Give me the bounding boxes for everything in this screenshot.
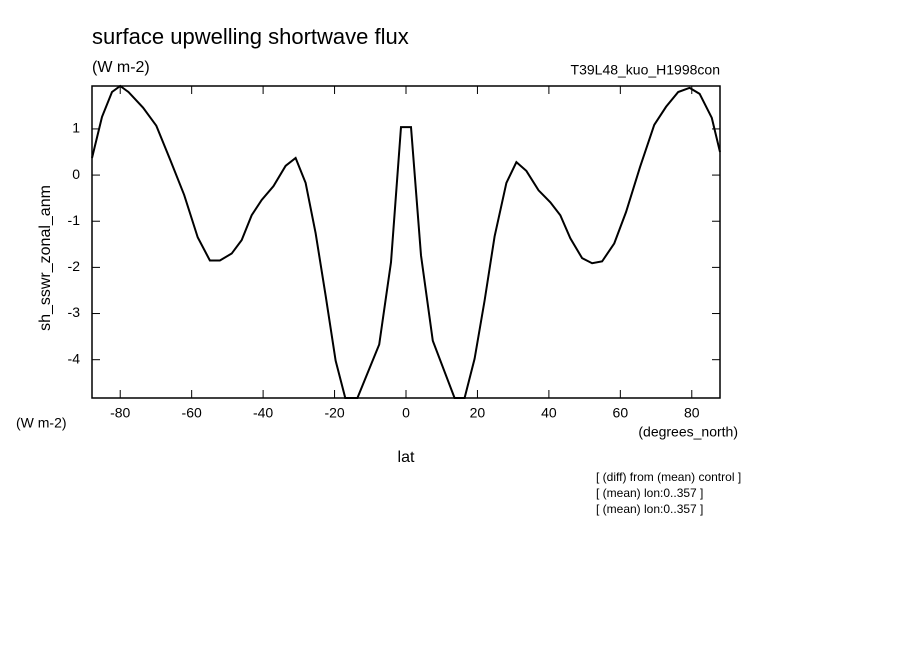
dataset-label: T39L48_kuo_H1998con [571, 62, 720, 78]
y-units: (W m-2) [16, 415, 67, 431]
x-axis-label: lat [398, 449, 415, 466]
x-tick-label: -40 [253, 405, 273, 421]
y-tick-label: -4 [68, 350, 81, 366]
note: [ (mean) lon:0..357 ] [596, 486, 703, 500]
x-tick-label: 20 [470, 405, 486, 421]
y-tick-label: 1 [72, 120, 80, 136]
y-axis-label: sh_sswr_zonal_anm [37, 185, 54, 331]
note: [ (mean) lon:0..357 ] [596, 502, 703, 516]
note: [ (diff) from (mean) control ] [596, 470, 741, 484]
x-tick-label: -20 [324, 405, 344, 421]
y-tick-label: -3 [68, 304, 81, 320]
x-tick-label: 40 [541, 405, 557, 421]
y-tick-label: -1 [68, 212, 81, 228]
y-tick-label: -2 [68, 258, 81, 274]
data-line [91, 84, 721, 399]
chart-subtitle: (W m-2) [92, 59, 150, 76]
chart-title: surface upwelling shortwave flux [92, 24, 409, 49]
plot-frame [91, 85, 721, 399]
x-tick-label: 60 [613, 405, 629, 421]
x-units: (degrees_north) [638, 424, 738, 440]
x-tick-label: -60 [182, 405, 202, 421]
x-tick-label: 80 [684, 405, 700, 421]
y-tick-label: 0 [72, 166, 80, 182]
x-tick-label: -80 [110, 405, 130, 421]
x-tick-label: 0 [402, 405, 410, 421]
